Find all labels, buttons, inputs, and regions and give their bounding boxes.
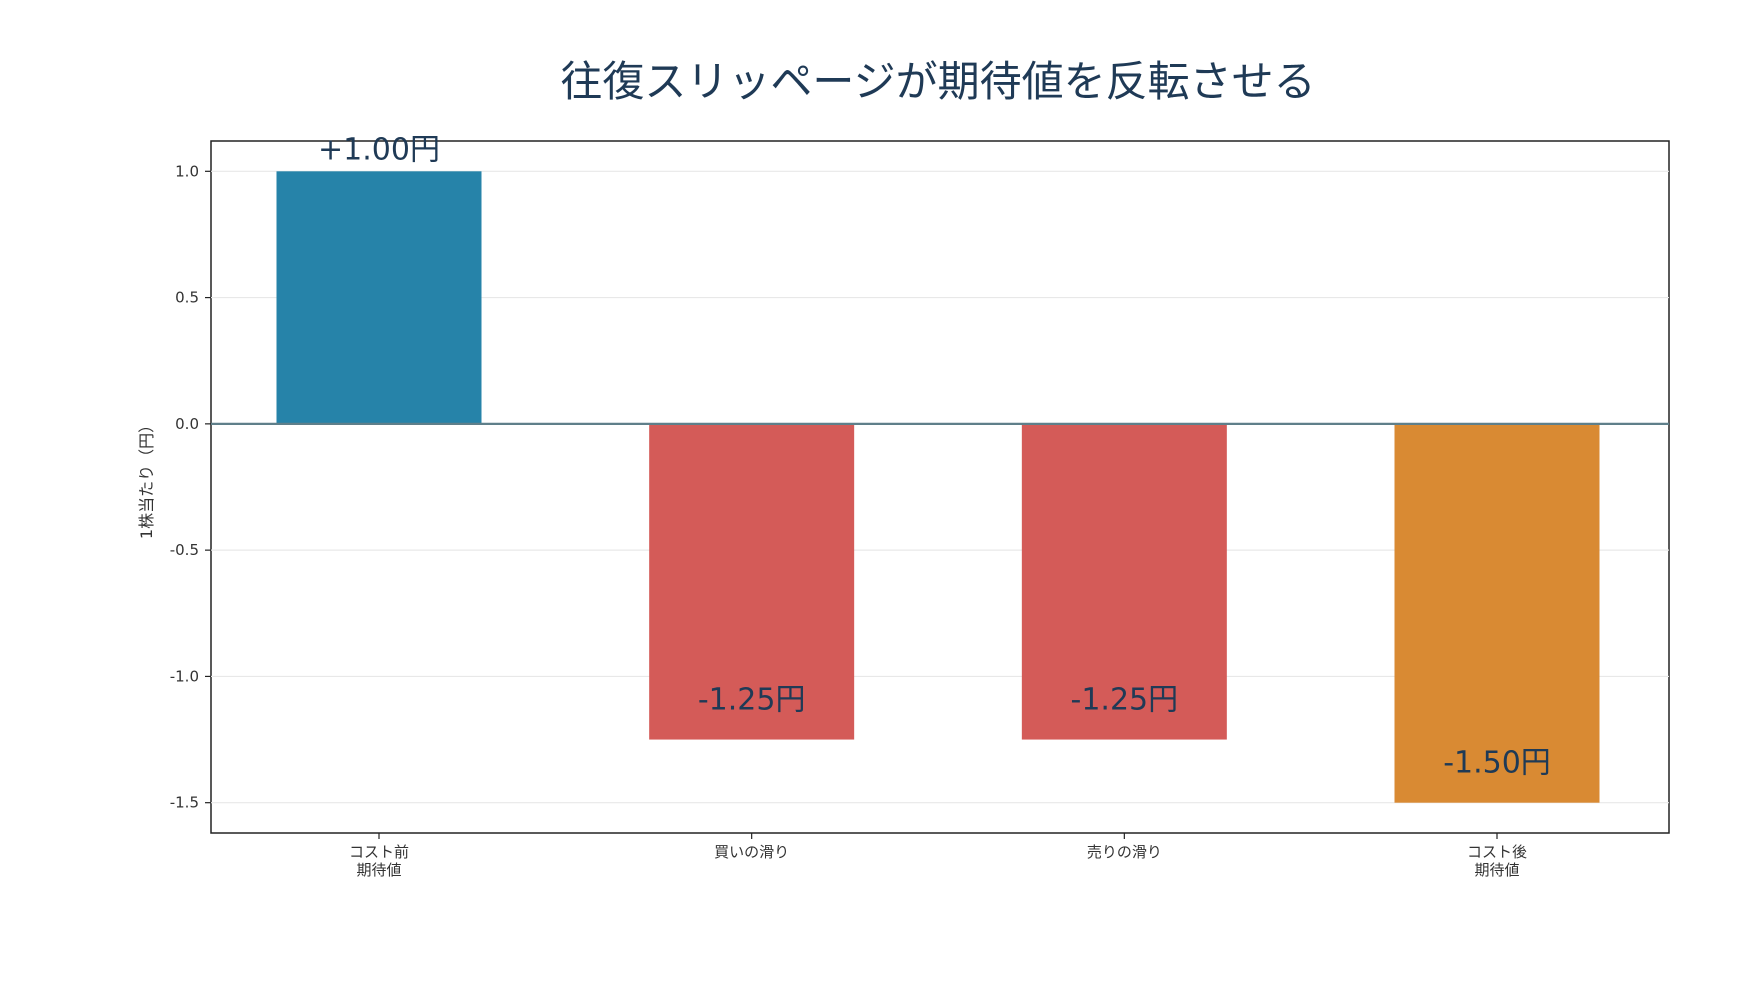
y-tick-label: 0.0 <box>175 415 199 433</box>
y-tick-label: -1.5 <box>170 794 199 812</box>
bar <box>276 171 482 424</box>
x-tick-label-line: 売りの滑り <box>1087 843 1162 861</box>
bars <box>276 171 1600 803</box>
value-labels: +1.00円 -1.25円 -1.25円 -1.50円 <box>318 132 1551 780</box>
data-label: -1.25円 <box>698 683 806 718</box>
x-tick-label: 売りの滑り <box>1087 843 1162 861</box>
chart-title: 往復スリッページが期待値を反転させる <box>560 57 1315 106</box>
y-axis-ticks: 1.0 0.5 0.0 -0.5 -1.0 -1.5 <box>170 162 211 812</box>
y-axis-label: 1株当たり（円） <box>137 417 156 539</box>
data-label: +1.00円 <box>318 132 440 167</box>
x-tick-label: 買いの滑り <box>714 843 789 861</box>
x-tick-label-line: 期待値 <box>1474 861 1519 879</box>
y-tick-label: -1.0 <box>170 667 199 685</box>
x-tick-label-line: コスト後 <box>1467 843 1527 861</box>
data-label: -1.25円 <box>1071 683 1179 718</box>
plot-area-frame <box>210 140 1670 834</box>
x-tick-label: コスト前期待値 <box>349 843 409 879</box>
x-tick-label-line: コスト前 <box>349 843 409 861</box>
x-tick-label: コスト後期待値 <box>1467 843 1527 879</box>
x-tick-label-line: 期待値 <box>356 861 401 879</box>
x-tick-label-line: 買いの滑り <box>714 843 789 861</box>
bar <box>649 423 855 740</box>
bar <box>1021 423 1227 740</box>
y-tick-label: 0.5 <box>175 289 199 307</box>
data-label: -1.50円 <box>1443 746 1551 781</box>
bar <box>1394 423 1600 803</box>
y-tick-label: 1.0 <box>175 162 199 180</box>
y-tick-label: -0.5 <box>170 541 199 559</box>
